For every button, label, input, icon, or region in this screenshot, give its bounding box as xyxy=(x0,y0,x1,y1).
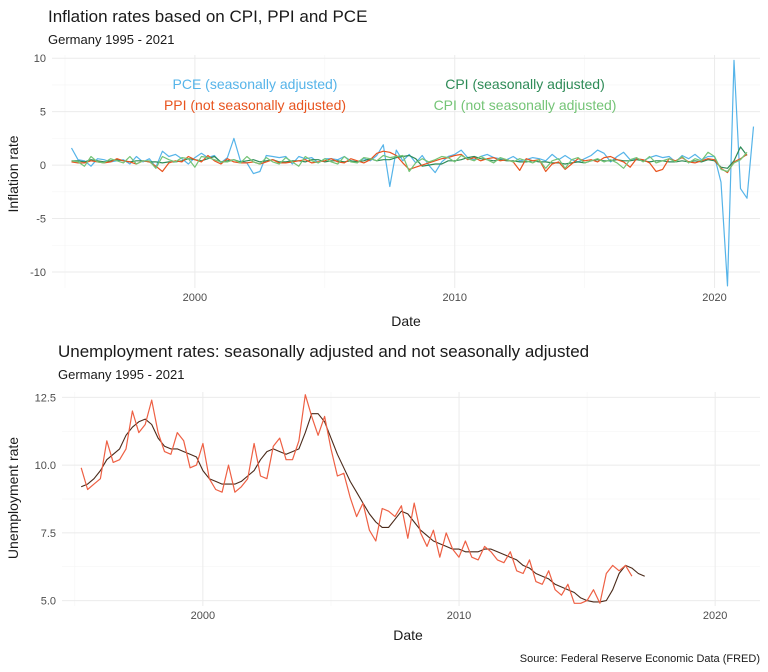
inflation-chart-title: Inflation rates based on CPI, PPI and PC… xyxy=(48,7,367,26)
inflation-x-axis-title: Date xyxy=(391,313,421,329)
source-caption: Source: Federal Reserve Economic Data (F… xyxy=(520,653,760,665)
x-tick-label: 2020 xyxy=(702,292,726,304)
series-line-unemp-nsa xyxy=(80,394,633,604)
x-tick-label: 2000 xyxy=(191,610,215,622)
unemployment-chart-title: Unemployment rates: seasonally adjusted … xyxy=(58,342,589,361)
y-tick-label: 7.5 xyxy=(41,528,56,540)
inflation-chart-subtitle: Germany 1995 - 2021 xyxy=(48,32,174,47)
legend-label-ppi: PPI (not seasonally adjusted) xyxy=(164,97,346,113)
x-tick-label: 2000 xyxy=(183,292,207,304)
series-line-cpi-nsa xyxy=(71,151,748,173)
y-tick-label: 10.0 xyxy=(35,460,56,472)
y-tick-label: 5 xyxy=(40,107,46,119)
unemployment-x-axis-title: Date xyxy=(393,627,423,643)
inflation-chart: Inflation rates based on CPI, PPI and PC… xyxy=(5,7,760,329)
x-tick-label: 2020 xyxy=(703,610,727,622)
legend-label-cpi-sa: CPI (seasonally adjusted) xyxy=(445,76,605,92)
legend-label-cpi-nsa: CPI (not seasonally adjusted) xyxy=(434,97,617,113)
x-tick-label: 2010 xyxy=(447,610,471,622)
y-tick-label: -10 xyxy=(30,267,46,279)
series-line-pce xyxy=(70,59,755,287)
y-tick-label: 10 xyxy=(34,53,46,65)
inflation-y-axis-title: Inflation rate xyxy=(5,135,21,212)
y-tick-label: -5 xyxy=(36,214,46,226)
series-line-ppi xyxy=(71,150,748,174)
x-tick-label: 2010 xyxy=(442,292,466,304)
y-tick-label: 0 xyxy=(40,160,46,172)
legend-label-pce: PCE (seasonally adjusted) xyxy=(173,76,338,92)
series-line-unemp-sa xyxy=(80,413,645,603)
y-tick-label: 5.0 xyxy=(41,596,56,608)
unemployment-y-axis-title: Unemployment rate xyxy=(5,437,21,559)
unemployment-chart-subtitle: Germany 1995 - 2021 xyxy=(58,367,184,382)
y-tick-label: 12.5 xyxy=(35,392,56,404)
unemployment-chart: Unemployment rates: seasonally adjusted … xyxy=(5,342,760,643)
